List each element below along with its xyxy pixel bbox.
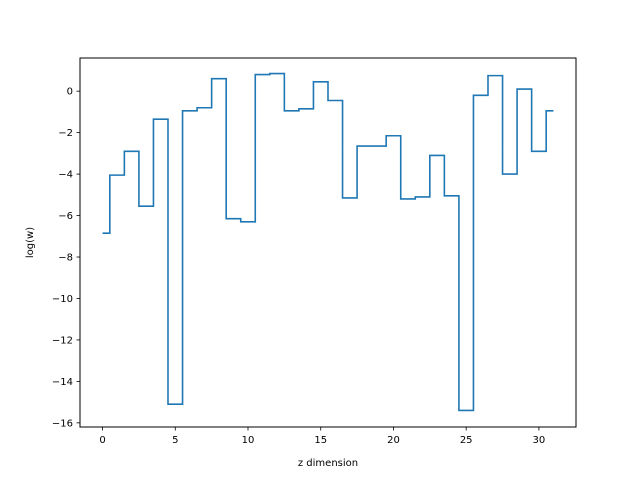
x-tick-label: 20 [387,435,400,446]
y-tick-label: −6 [58,211,73,222]
y-tick-label: −10 [52,294,73,305]
x-tick-label: 5 [172,435,178,446]
y-tick-label: −16 [52,418,73,429]
y-tick-label: −14 [52,377,73,388]
y-tick-label: −8 [58,253,73,264]
axis-ticks: 0 5 10 15 20 25 30 −16 −14 −12 −10 −8 −6 −4 −2 0 [52,87,545,446]
x-tick-label: 25 [460,435,473,446]
x-tick-label: 15 [314,435,327,446]
x-tick-label: 0 [99,435,105,446]
y-axis-label: log(w) [25,227,36,258]
x-tick-label: 10 [242,435,255,446]
plot-area [102,72,554,412]
y-tick-label: 0 [67,87,73,98]
x-tick-label: 30 [533,435,546,446]
y-tick-label: −12 [52,335,73,346]
y-tick-label: −4 [58,170,73,181]
axes-frame [79,57,577,428]
y-tick-label: −2 [58,128,73,139]
x-axis-label: z dimension [298,458,358,469]
series-line [102,72,554,412]
